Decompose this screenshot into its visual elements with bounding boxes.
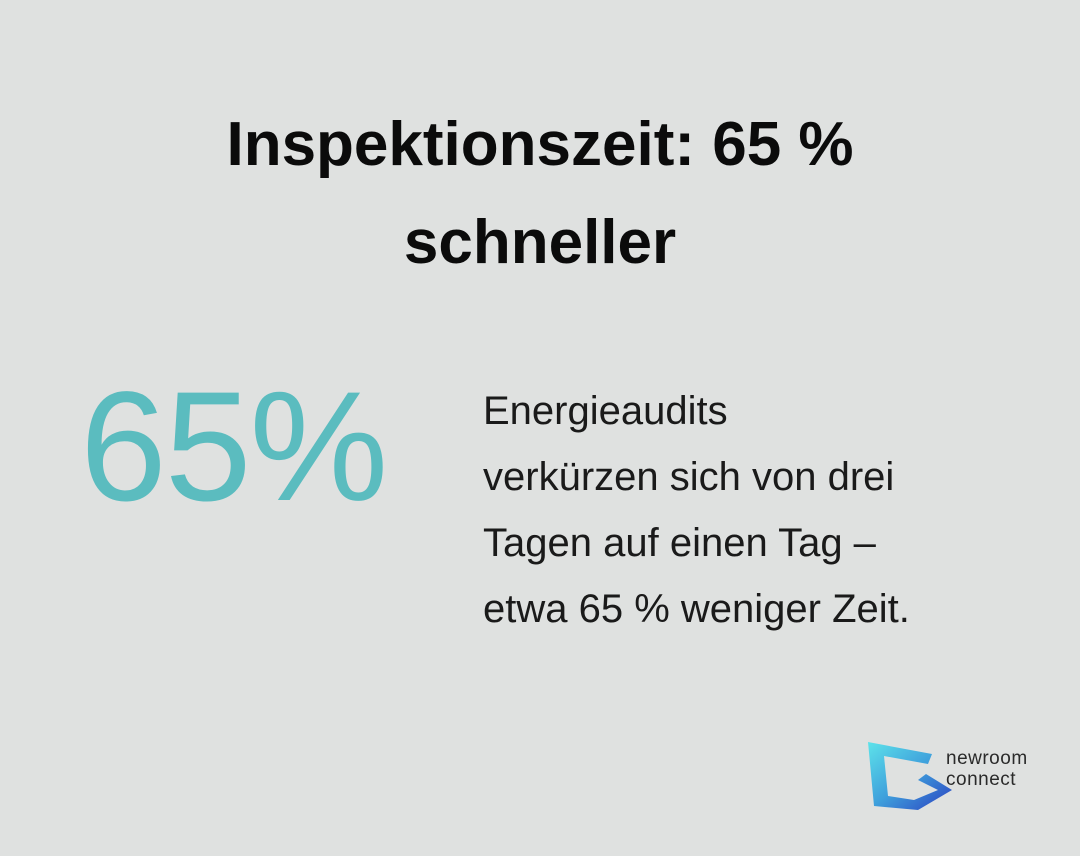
stat-description: Energieaudits verkürzen sich von drei Ta… <box>483 378 910 642</box>
logo-text: newroom connect <box>946 748 1028 790</box>
title-line: Inspektionszeit: 65 % <box>226 110 854 179</box>
logo-line: newroom <box>946 748 1028 769</box>
description-line: verkürzen sich von drei <box>483 455 895 499</box>
description-line: Tagen auf einen Tag – <box>483 521 876 565</box>
logo-icon <box>868 742 952 810</box>
title: Inspektionszeit: 65 % schneller <box>0 96 1080 292</box>
logo-line: connect <box>946 769 1017 790</box>
description-line: Energieaudits <box>483 389 728 433</box>
stat-value: 65% <box>80 360 388 534</box>
title-line: schneller <box>403 208 677 277</box>
description-line: etwa 65 % weniger Zeit. <box>483 587 910 631</box>
